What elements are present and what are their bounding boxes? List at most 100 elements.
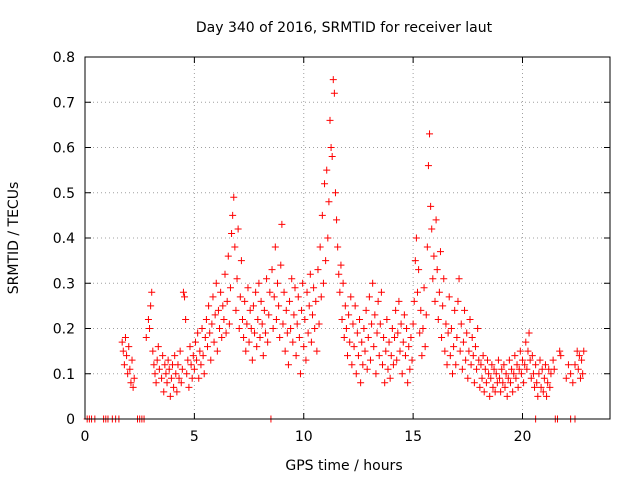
plot-frame xyxy=(84,56,611,420)
data-point-marker xyxy=(399,338,407,346)
data-point-marker xyxy=(489,383,497,391)
data-point-marker xyxy=(319,279,327,287)
data-point-marker xyxy=(480,388,488,396)
data-point-marker xyxy=(232,306,240,314)
y-tick-label: 0 xyxy=(66,412,75,428)
y-tick-label: 0.7 xyxy=(53,95,75,111)
data-point-marker xyxy=(150,361,158,369)
data-point-marker xyxy=(125,343,133,351)
data-point-marker xyxy=(451,306,459,314)
data-point-marker xyxy=(269,325,277,332)
data-point-marker xyxy=(485,370,493,378)
data-point-marker xyxy=(449,370,456,378)
data-point-marker xyxy=(346,338,354,346)
data-point-marker xyxy=(359,361,367,369)
data-point-marker xyxy=(381,379,389,387)
data-point-marker xyxy=(281,347,289,355)
data-point-marker xyxy=(373,329,381,337)
data-point-marker xyxy=(158,374,166,382)
data-point-marker xyxy=(201,334,209,342)
data-point-marker xyxy=(354,352,362,360)
data-point-marker xyxy=(149,347,157,355)
data-point-marker xyxy=(477,361,485,369)
data-point-marker xyxy=(547,370,555,378)
data-point-marker xyxy=(365,293,373,301)
data-point-marker xyxy=(312,297,320,305)
data-point-marker xyxy=(245,338,253,346)
data-point-marker xyxy=(430,252,438,260)
data-points xyxy=(83,76,588,423)
data-point-marker xyxy=(391,334,399,342)
data-point-marker xyxy=(508,365,516,373)
data-point-marker xyxy=(473,365,481,373)
data-point-marker xyxy=(248,356,256,364)
data-point-marker xyxy=(511,352,519,360)
data-point-marker xyxy=(121,334,129,342)
data-point-marker xyxy=(182,315,190,323)
data-point-marker xyxy=(243,320,251,328)
data-point-marker xyxy=(471,343,479,351)
data-point-marker xyxy=(519,356,526,364)
data-point-marker xyxy=(130,374,138,382)
data-point-marker xyxy=(534,392,542,400)
data-point-marker xyxy=(235,325,243,332)
data-point-marker xyxy=(231,243,239,251)
data-point-marker xyxy=(276,334,284,342)
data-point-marker xyxy=(502,370,510,378)
data-point-marker xyxy=(494,356,502,364)
data-point-marker xyxy=(188,374,196,382)
data-point-marker xyxy=(299,279,307,287)
data-point-marker xyxy=(268,266,276,274)
data-point-marker xyxy=(446,352,454,360)
data-point-marker xyxy=(309,311,316,319)
data-point-marker xyxy=(204,343,211,351)
data-point-marker xyxy=(520,379,528,387)
data-point-marker xyxy=(205,302,213,310)
data-point-marker xyxy=(295,334,303,342)
data-point-marker xyxy=(186,343,194,351)
data-point-marker xyxy=(454,297,462,305)
data-point-marker xyxy=(331,189,339,197)
data-point-marker xyxy=(263,275,271,283)
data-point-marker xyxy=(496,374,504,382)
data-point-marker xyxy=(344,352,351,360)
data-point-marker xyxy=(317,293,325,301)
data-point-marker xyxy=(252,288,260,296)
data-point-marker xyxy=(183,370,191,378)
data-point-marker xyxy=(415,266,423,274)
data-point-marker xyxy=(179,288,187,296)
data-point-marker xyxy=(536,356,544,364)
data-point-marker xyxy=(178,365,186,373)
data-point-marker xyxy=(190,365,198,373)
data-point-marker xyxy=(329,76,337,84)
data-point-marker xyxy=(426,130,434,138)
data-point-marker xyxy=(419,325,427,332)
data-point-marker xyxy=(356,315,364,323)
data-point-marker xyxy=(383,315,391,323)
data-point-marker xyxy=(357,379,365,387)
data-point-marker xyxy=(574,365,582,373)
data-point-marker xyxy=(337,261,345,269)
data-point-marker xyxy=(431,297,439,305)
data-point-marker xyxy=(407,334,415,342)
data-point-marker xyxy=(515,365,523,373)
data-point-marker xyxy=(361,347,369,355)
data-point-marker xyxy=(386,374,394,382)
data-point-marker xyxy=(278,220,286,228)
data-point-marker xyxy=(575,352,583,360)
data-point-marker xyxy=(230,193,238,201)
data-point-marker xyxy=(370,343,378,351)
data-point-marker xyxy=(222,329,230,337)
data-point-marker xyxy=(340,334,348,342)
data-point-marker xyxy=(438,334,446,342)
data-point-marker xyxy=(433,266,441,274)
data-point-marker xyxy=(376,320,384,328)
data-point-marker xyxy=(266,288,274,296)
data-point-marker xyxy=(498,365,506,373)
data-point-marker xyxy=(352,370,360,378)
data-point-marker xyxy=(380,334,388,342)
data-point-marker xyxy=(405,343,413,351)
data-point-marker xyxy=(165,365,173,373)
data-point-marker xyxy=(274,279,281,287)
